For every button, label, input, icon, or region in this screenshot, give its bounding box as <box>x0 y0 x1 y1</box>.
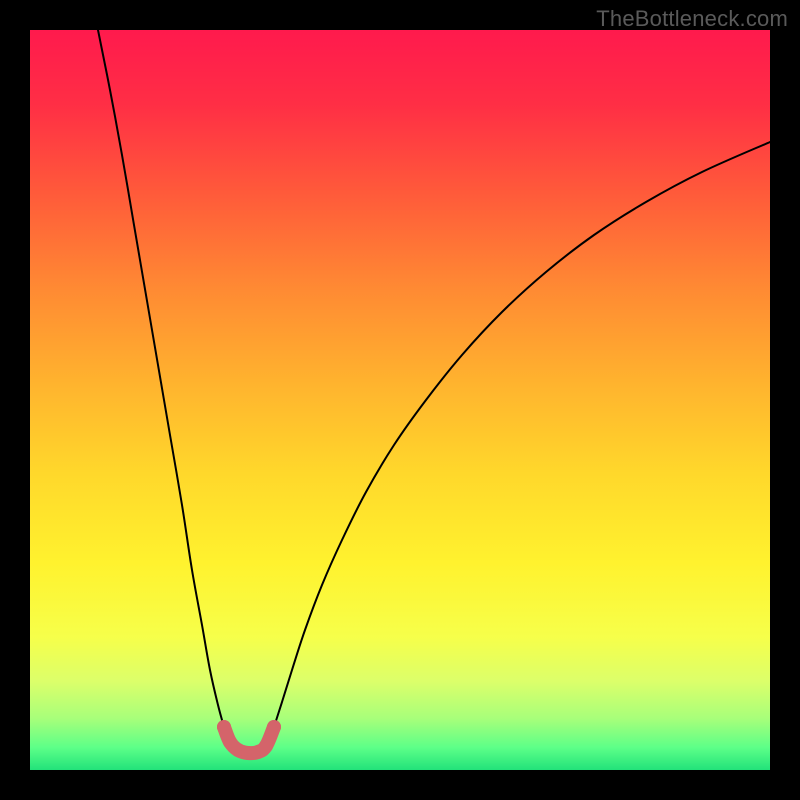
plot-area <box>30 30 770 770</box>
watermark-text: TheBottleneck.com <box>596 6 788 32</box>
bottom-marker-dot <box>217 720 231 734</box>
bottom-marker-dot <box>267 720 281 734</box>
bottom-marker-dot <box>259 739 273 753</box>
curve-right <box>274 142 770 727</box>
plot-curves-svg <box>30 30 770 770</box>
curve-left <box>98 30 224 727</box>
